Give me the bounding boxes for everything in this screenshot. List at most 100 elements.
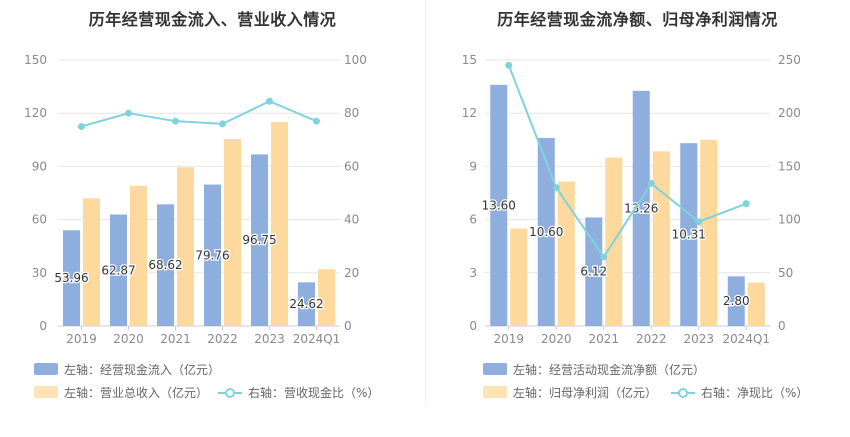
left-axis-tick-label: 6	[469, 213, 477, 227]
right-axis-tick-label: 60	[344, 159, 359, 173]
bar-primary	[537, 138, 555, 326]
legend-label: 左轴：经营活动现金流净额（亿元）	[513, 363, 706, 377]
x-axis-tick-label: 2022	[207, 332, 238, 346]
bar-primary	[490, 84, 508, 327]
left-axis-tick-label: 12	[462, 106, 477, 120]
right-axis-tick-label: 100	[344, 53, 367, 67]
line-series	[507, 64, 747, 259]
x-axis-tick-label: 2020	[113, 332, 144, 346]
line-point	[266, 97, 273, 105]
chart-title: 历年经营现金流入、营业收入情况	[88, 10, 337, 29]
line-point	[600, 253, 608, 261]
legend-label: 左轴：经营现金流入（亿元）	[64, 363, 221, 377]
bar-secondary	[652, 151, 670, 326]
legend-item-series-2[interactable]: 左轴：归母净利润（亿元）	[483, 384, 657, 401]
bar-secondary	[510, 228, 528, 326]
left-axis-tick-label: 0	[469, 319, 477, 333]
panel-divider	[425, 0, 426, 405]
bar-data-label: 96.75	[242, 233, 276, 247]
bar-secondary	[557, 181, 575, 326]
bar-primary	[298, 282, 315, 326]
legend-line-icon	[218, 387, 242, 399]
legend-item-series-3[interactable]: 右轴：净现比（%）	[671, 384, 808, 401]
bar-data-label: 62.87	[101, 263, 135, 277]
right-axis-tick-label: 250	[778, 53, 801, 67]
bar-data-label: 13.60	[482, 198, 516, 212]
x-axis-tick-label: 2023	[254, 332, 285, 346]
chart-canvas: 0 0 30 20 60 40 90 60 120 80 150 100 2019 53.96 2020 62…	[24, 53, 367, 346]
left-axis-tick-label: 0	[39, 319, 47, 333]
bar-data-label: 24.62	[289, 297, 323, 311]
line-point	[647, 179, 655, 187]
bar-primary	[251, 154, 268, 326]
left-axis-tick-label: 120	[24, 106, 47, 120]
bar-data-label: 68.62	[148, 258, 182, 272]
bar-secondary	[700, 139, 718, 326]
right-axis-tick-label: 50	[778, 266, 793, 280]
x-axis-tick-label: 2024Q1	[293, 332, 341, 346]
left-axis-tick-label: 60	[32, 213, 47, 227]
bar-secondary	[130, 185, 147, 326]
bar-primary	[680, 143, 698, 326]
left-axis-tick-label: 150	[24, 53, 47, 67]
bar-data-label: 6.12	[580, 265, 607, 279]
legend-swatch-bar-yellow	[34, 386, 58, 398]
bar-primary	[63, 230, 80, 326]
legend-swatch-bar-blue	[34, 363, 58, 375]
line-point	[505, 61, 513, 69]
x-axis-tick-label: 2020	[541, 332, 572, 346]
x-axis-tick-label: 2023	[683, 332, 714, 346]
bar-secondary	[271, 122, 288, 326]
line-series	[81, 100, 317, 128]
line-point	[219, 120, 226, 128]
legend-line-icon	[671, 387, 695, 399]
left-axis-tick-label: 30	[32, 266, 47, 280]
chart-panel-cashflow-revenue: 历年经营现金流入、营业收入情况 0 0 30 20 60 40 90 60 120 80 150 10…	[24, 10, 379, 401]
bar-secondary	[747, 282, 765, 326]
chart-canvas: 0 0 3 50 6 100 9 150 12 200 15 250 2019 13.60 2020 10.6…	[462, 53, 801, 346]
bar-primary	[204, 184, 221, 326]
legend-swatch-bar-blue	[483, 363, 507, 375]
bar-data-label: 2.80	[723, 294, 750, 308]
left-axis-tick-label: 15	[462, 53, 477, 67]
legend-item-series-3[interactable]: 右轴：营收现金比（%）	[218, 384, 379, 401]
right-axis-tick-label: 200	[778, 106, 801, 120]
bar-data-label: 53.96	[54, 271, 88, 285]
legend-label: 左轴：归母净利润（亿元）	[513, 386, 658, 400]
left-axis-tick-label: 9	[469, 159, 477, 173]
x-axis-tick-label: 2019	[66, 332, 97, 346]
bar-primary	[157, 204, 174, 326]
x-axis-tick-label: 2022	[636, 332, 667, 346]
line-point	[742, 200, 750, 208]
right-axis-tick-label: 0	[778, 319, 786, 333]
right-axis-tick-label: 0	[344, 319, 352, 333]
bar-data-label: 10.60	[529, 225, 563, 239]
x-axis-tick-label: 2021	[160, 332, 191, 346]
bar-primary	[727, 276, 745, 326]
bar-primary	[110, 214, 127, 326]
chart-title: 历年经营现金流净额、归母净利润情况	[497, 10, 778, 29]
right-axis-tick-label: 20	[344, 266, 359, 280]
chart-panel-netcash-profit: 历年经营现金流净额、归母净利润情况 0 0 3 50 6 100 9 150 12 200 15 25…	[425, 0, 850, 437]
legend-label: 右轴：净现比（%）	[701, 386, 809, 400]
bar-secondary	[318, 269, 335, 326]
line-point	[125, 109, 132, 117]
bar-secondary	[224, 138, 241, 326]
line-point	[313, 117, 320, 125]
legend-label: 右轴：营收现金比（%）	[248, 386, 380, 400]
x-axis-tick-label: 2024Q1	[722, 332, 770, 346]
line-point	[78, 123, 85, 130]
right-axis-tick-label: 40	[344, 213, 359, 227]
left-axis-tick-label: 90	[32, 159, 47, 173]
bar-data-label: 13.26	[624, 201, 658, 215]
legend-item-series-1[interactable]: 左轴：经营活动现金流净额（亿元）	[483, 361, 705, 378]
legend-item-series-1[interactable]: 左轴：经营现金流入（亿元）	[34, 361, 220, 378]
x-axis-tick-label: 2021	[588, 332, 619, 346]
legend-item-series-2[interactable]: 左轴：营业总收入（亿元）	[34, 384, 208, 401]
bar-secondary	[83, 198, 100, 326]
x-axis-tick-label: 2019	[493, 332, 524, 346]
bar-data-label: 79.76	[195, 248, 229, 262]
bar-secondary	[177, 167, 194, 326]
left-axis-tick-label: 3	[469, 266, 477, 280]
line-point	[172, 117, 179, 125]
